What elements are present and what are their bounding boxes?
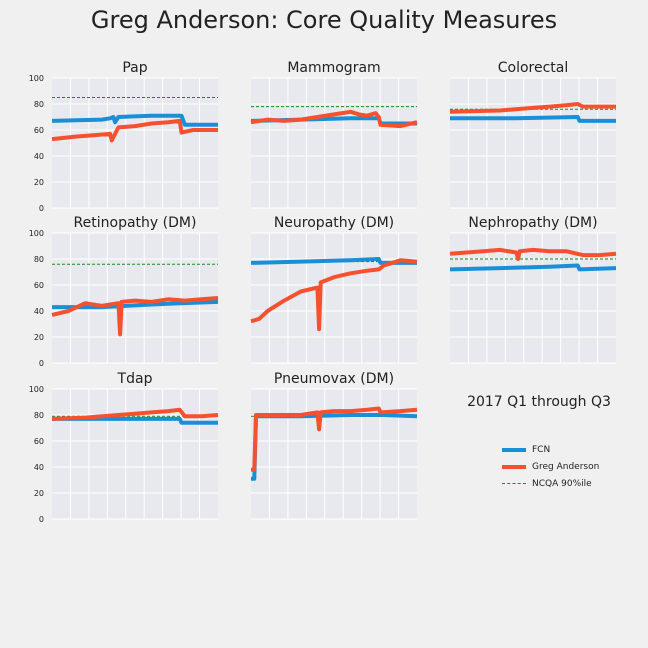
panel-title-nephropathy-dm: Nephropathy (DM) xyxy=(468,215,597,231)
y-tick-label: 20 xyxy=(34,489,44,498)
series-line-greg-anderson xyxy=(251,406,418,472)
panel-neuropathy-dm: Neuropathy (DM) xyxy=(250,215,418,364)
series-line-greg-anderson xyxy=(250,109,418,129)
panel-title-neuropathy-dm: Neuropathy (DM) xyxy=(274,215,394,231)
legend-swatch-ncqa xyxy=(502,483,526,484)
series-line-fcn xyxy=(449,263,617,272)
panel-background xyxy=(450,78,616,208)
legend-label-fcn: FCN xyxy=(532,444,551,455)
panel-tdap: 0 20 40 60 80 100 Tdap xyxy=(29,371,219,524)
series-line-fcn xyxy=(52,299,219,310)
series-line-greg-anderson xyxy=(449,102,616,114)
series-line-greg-anderson xyxy=(51,118,218,143)
series-line-fcn xyxy=(51,113,218,127)
y-tick-label: 0 xyxy=(39,204,44,213)
y-tick-label: 40 xyxy=(34,463,44,472)
y-tick-label: 60 xyxy=(34,126,44,135)
series-line-greg-anderson xyxy=(449,247,617,261)
panel-background xyxy=(52,233,218,363)
panel-title-colorectal: Colorectal xyxy=(498,60,569,76)
y-tick-label: 100 xyxy=(29,229,44,238)
legend-item-greg: Greg Anderson xyxy=(502,458,599,475)
panel-mammogram: Mammogram xyxy=(250,60,418,209)
panel-title-pneumovax-dm: Pneumovax (DM) xyxy=(274,371,394,387)
panel-title-mammogram: Mammogram xyxy=(287,60,380,76)
y-tick-label: 40 xyxy=(34,152,44,161)
legend-swatch-fcn xyxy=(502,447,526,452)
panel-colorectal: Colorectal xyxy=(449,60,616,209)
panel-retinopathy-dm: 0 20 40 60 80 100 Retinopathy (DM) xyxy=(29,215,219,368)
y-tick-label: 80 xyxy=(34,255,44,264)
panel-title-retinopathy-dm: Retinopathy (DM) xyxy=(74,215,197,231)
series-line-greg-anderson xyxy=(51,296,219,337)
y-tick-label: 80 xyxy=(34,100,44,109)
y-tick-label: 60 xyxy=(34,437,44,446)
panel-nephropathy-dm: Nephropathy (DM) xyxy=(449,215,617,364)
panel-background xyxy=(251,78,417,208)
y-tick-label: 20 xyxy=(34,333,44,342)
series-line-greg-anderson xyxy=(250,258,418,332)
series-line-fcn xyxy=(450,115,616,123)
period-label: 2017 Q1 through Q3 xyxy=(467,394,611,410)
y-tick-label: 80 xyxy=(34,411,44,420)
y-tick-label: 0 xyxy=(39,515,44,524)
legend-item-fcn: FCN xyxy=(502,441,599,458)
panel-title-pap: Pap xyxy=(122,60,147,76)
panel-pneumovax-dm: Pneumovax (DM) xyxy=(251,371,418,520)
panel-background xyxy=(52,389,218,519)
series-line-greg-anderson xyxy=(51,407,219,421)
panel-title-tdap: Tdap xyxy=(117,371,153,387)
legend-label-greg: Greg Anderson xyxy=(532,461,600,472)
y-tick-label: 0 xyxy=(39,359,44,368)
panel-pap: 0 20 40 60 80 100 Pap xyxy=(29,60,218,213)
legend-item-ncqa: NCQA 90%ile xyxy=(502,475,599,492)
y-tick-label: 40 xyxy=(34,307,44,316)
legend-label-ncqa: NCQA 90%ile xyxy=(532,478,592,489)
panel-background xyxy=(251,389,417,519)
y-tick-label: 60 xyxy=(34,281,44,290)
y-tick-label: 100 xyxy=(29,385,44,394)
legend-swatch-greg xyxy=(502,464,526,469)
y-tick-label: 100 xyxy=(29,74,44,83)
panel-background xyxy=(52,78,218,208)
main-title: Greg Anderson: Core Quality Measures xyxy=(90,6,558,34)
legend: FCN Greg Anderson NCQA 90%ile xyxy=(502,441,599,492)
y-tick-label: 20 xyxy=(34,178,44,187)
panel-background xyxy=(251,233,417,363)
